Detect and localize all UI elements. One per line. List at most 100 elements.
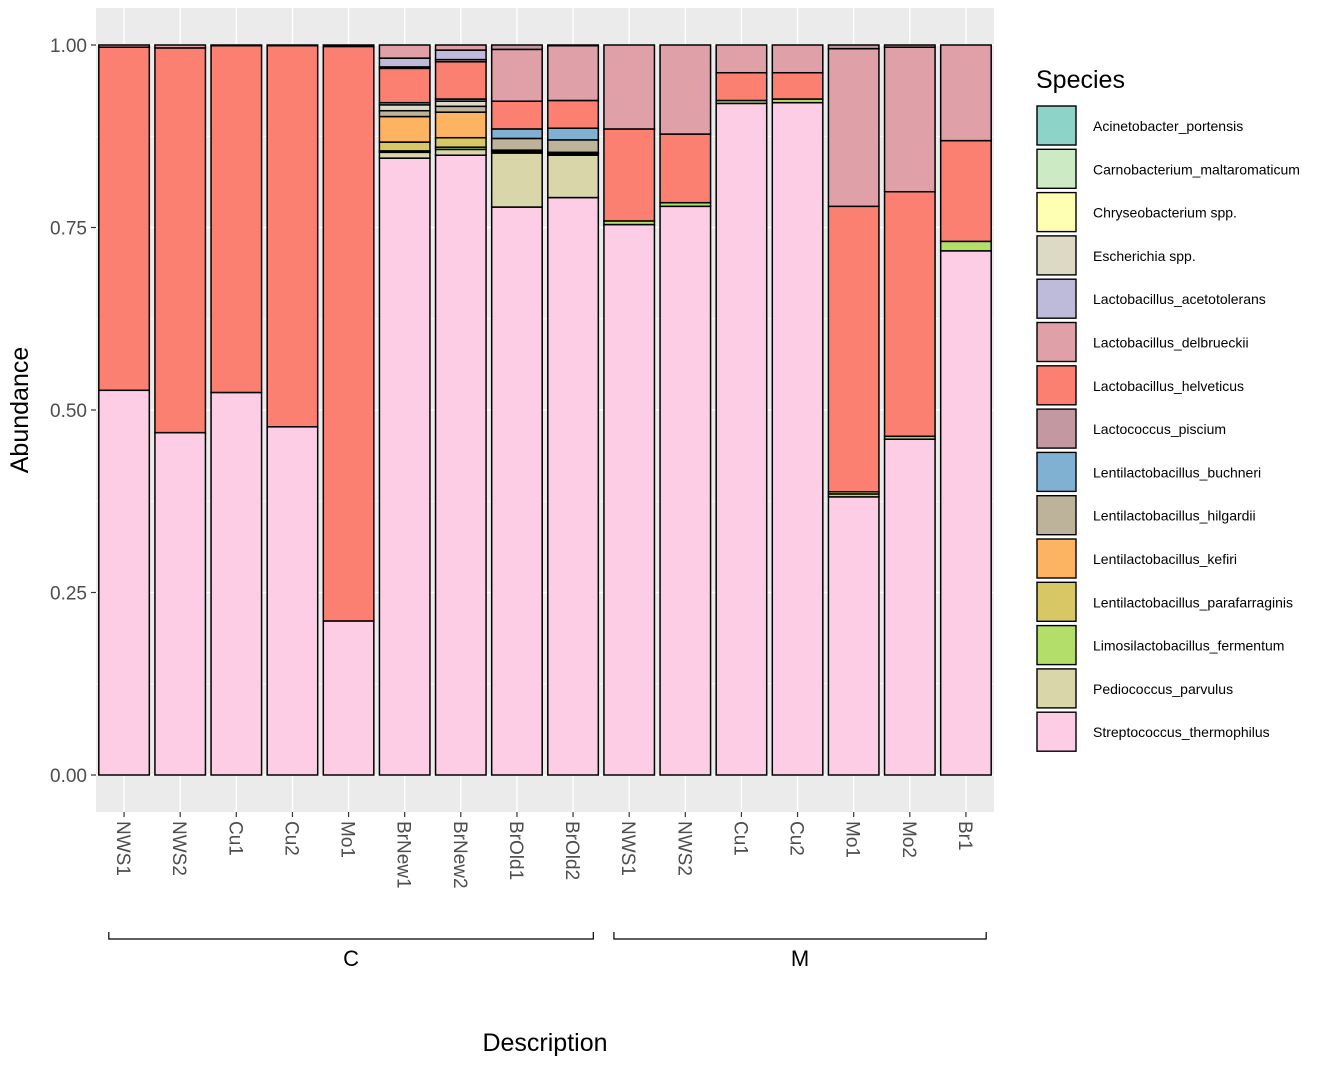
bar-segment — [939, 240, 992, 252]
bar-segment — [547, 154, 600, 199]
bar-segment — [154, 44, 207, 49]
bar-segment — [210, 391, 263, 776]
bar-segment — [378, 141, 431, 152]
bar-segment — [378, 57, 431, 68]
bar-segment — [322, 45, 375, 622]
legend-swatch — [1036, 191, 1077, 233]
bar-segment — [378, 115, 431, 143]
legend-swatch — [1036, 148, 1077, 190]
legend-item: Escherichia spp. — [1036, 235, 1196, 276]
bar-C-BrOld1 — [490, 44, 543, 776]
bar-segment — [490, 48, 543, 102]
x-axis: NWS1 NWS2 Cu1 Cu2 Mo1 BrNew1 BrNew2 BrOld1 BrOld… — [112, 812, 975, 889]
bar-C-NWS1 — [98, 44, 151, 776]
bar-C-BrNew2 — [434, 44, 487, 776]
y-tick-label: 0.00 — [50, 766, 87, 787]
bar-segment — [434, 49, 487, 61]
bar-segment — [659, 44, 712, 135]
legend-item: Limosilactobacillus_fermentum — [1036, 624, 1284, 666]
group-bracket — [108, 932, 594, 940]
group-C: C — [108, 932, 594, 971]
group-M: M — [613, 932, 987, 971]
legend-label: Lactobacillus_acetotolerans — [1093, 291, 1266, 307]
bar-segment — [603, 128, 656, 222]
bar-segment — [378, 151, 431, 159]
legend-label: Escherichia spp. — [1093, 248, 1196, 264]
bar-segment — [98, 389, 151, 776]
bar-segment — [939, 139, 992, 243]
legend-label: Lentilactobacillus_kefiri — [1093, 551, 1237, 567]
bar-segment — [434, 105, 487, 113]
group-bracket — [613, 932, 987, 940]
legend-swatch — [1036, 668, 1077, 709]
legend-swatch — [1036, 105, 1077, 146]
bar-segment — [659, 133, 712, 204]
bar-segment — [883, 190, 936, 438]
legend-swatch — [1036, 408, 1077, 449]
legend-label: Lactococcus_piscium — [1093, 421, 1226, 437]
x-tick-label: Mo1 — [337, 821, 358, 858]
x-tick-label: BrNew1 — [393, 821, 414, 889]
legend-item: Streptococcus_thermophilus — [1036, 711, 1270, 752]
bar-segment — [827, 47, 880, 208]
x-tick-label: BrNew2 — [449, 821, 470, 889]
bar-segment — [210, 44, 263, 394]
bar-segment — [490, 44, 543, 51]
bar-segment — [883, 44, 936, 48]
bar-M-Cu1 — [715, 44, 768, 776]
legend-swatch — [1036, 451, 1077, 493]
legend-label: Limosilactobacillus_fermentum — [1093, 638, 1284, 654]
legend-item: Lentilactobacillus_kefiri — [1036, 538, 1237, 579]
x-tick-label: BrOld2 — [561, 821, 582, 880]
bar-segment — [490, 128, 543, 140]
bar-segment — [547, 44, 600, 102]
legend-label: Chryseobacterium spp. — [1093, 205, 1237, 221]
bar-M-Mo1 — [827, 44, 880, 776]
y-axis: 0.00 0.25 0.50 0.75 1.00 — [50, 36, 96, 787]
bar-segment — [490, 152, 543, 208]
bars — [98, 44, 992, 776]
bar-segment — [659, 205, 712, 776]
legend-label: Streptococcus_thermophilus — [1093, 724, 1270, 740]
bar-segment — [939, 250, 992, 776]
legend-item: Lactococcus_piscium — [1036, 408, 1226, 449]
x-axis-title: Description — [482, 1029, 607, 1057]
bar-segment — [434, 148, 487, 156]
x-tick-label: NWS2 — [168, 821, 189, 876]
bar-segment — [322, 620, 375, 776]
legend-swatch — [1036, 624, 1077, 666]
x-tick-label: Mo2 — [898, 821, 919, 858]
x-tick-label: BrOld1 — [505, 821, 526, 880]
bar-C-NWS2 — [154, 44, 207, 776]
legend-swatch — [1036, 278, 1077, 319]
bar-segment — [378, 44, 431, 59]
bar-segment — [771, 71, 824, 100]
bar-segment — [827, 496, 880, 776]
x-tick-label: Cu2 — [786, 821, 807, 856]
bar-M-Mo2 — [883, 44, 936, 776]
bar-segment — [547, 127, 600, 141]
bar-M-Cu2 — [771, 44, 824, 776]
bar-segment — [547, 99, 600, 129]
bar-segment — [827, 44, 880, 50]
legend-label: Lactobacillus_helveticus — [1093, 378, 1244, 394]
legend-item: Lactobacillus_acetotolerans — [1036, 278, 1266, 319]
legend-item: Carnobacterium_maltaromaticum — [1036, 148, 1300, 190]
group-label: C — [343, 946, 359, 971]
legend-item: Lentilactobacillus_buchneri — [1036, 451, 1261, 493]
bar-segment — [490, 206, 543, 776]
x-tick-label: Cu2 — [280, 821, 301, 856]
x-tick-label: NWS1 — [112, 821, 133, 876]
bar-segment — [434, 154, 487, 776]
bar-segment — [434, 111, 487, 139]
y-tick-label: 1.00 — [50, 36, 87, 57]
y-tick-label: 0.25 — [50, 584, 87, 605]
bar-C-BrNew1 — [378, 44, 431, 776]
y-tick-label: 0.75 — [50, 219, 87, 240]
x-tick-label: Cu1 — [729, 821, 750, 856]
bar-segment — [547, 44, 600, 47]
x-tick-label: NWS2 — [673, 821, 694, 876]
bar-segment — [378, 109, 431, 118]
bar-segment — [715, 44, 768, 74]
